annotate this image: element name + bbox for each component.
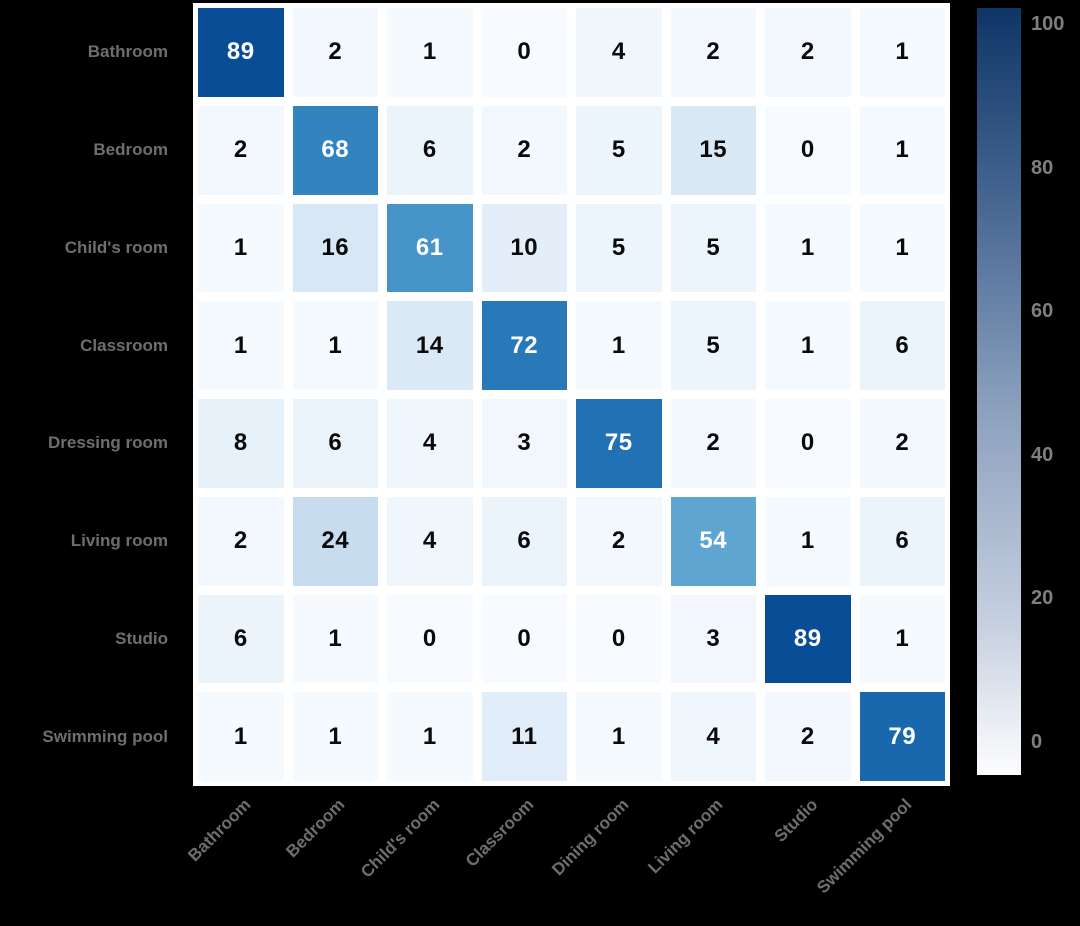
y-axis-label: Bathroom: [87, 42, 168, 62]
heatmap-cell: 5: [576, 105, 662, 195]
heatmap-cell: 89: [198, 8, 284, 97]
heatmap-cell: 6: [859, 496, 945, 586]
heatmap-cell: 1: [387, 8, 473, 97]
heatmap-cell: 68: [292, 105, 378, 195]
heatmap-cell: 0: [765, 399, 851, 488]
heatmap-cell: 1: [859, 8, 945, 97]
heatmap-cell: 6: [292, 399, 378, 488]
heatmap-cell: 1: [765, 496, 851, 586]
heatmap-cell: 1: [292, 301, 378, 390]
heatmap-cell: 1: [292, 692, 378, 781]
heatmap-cell: 2: [576, 496, 662, 586]
x-axis-label: Living room: [644, 795, 727, 878]
heatmap-cell: 1: [859, 594, 945, 684]
heatmap-cell: 4: [387, 496, 473, 586]
y-axis-label: Classroom: [80, 335, 168, 355]
heatmap-cell: 6: [387, 105, 473, 195]
colorbar-tick-label: 60: [1031, 300, 1054, 323]
heatmap-cell: 79: [859, 692, 945, 781]
heatmap-cell: 72: [481, 301, 567, 390]
heatmap-cell: 2: [198, 496, 284, 586]
heatmap-cell: 2: [198, 105, 284, 195]
heatmap-cell: 14: [387, 301, 473, 390]
y-axis-label: Studio: [115, 628, 168, 648]
colorbar-tick-label: 80: [1031, 156, 1054, 179]
y-axis-label: Dressing room: [48, 433, 168, 453]
x-axis-label: Swimming pool: [813, 795, 916, 898]
heatmap-cell: 16: [292, 203, 378, 293]
heatmap-cell: 6: [481, 496, 567, 586]
heatmap-cell: 0: [481, 594, 567, 684]
heatmap-cell: 1: [859, 203, 945, 293]
heatmap-cell: 89: [765, 594, 851, 684]
heatmap-cell: 2: [481, 105, 567, 195]
colorbar-tick-label: 100: [1031, 13, 1065, 35]
colorbar-tick-label: 20: [1031, 587, 1054, 610]
heatmap-cell: 2: [670, 8, 756, 97]
x-axis-label: Bedroom: [282, 795, 349, 862]
heatmap-cell: 2: [292, 8, 378, 97]
heatmap-cell: 1: [859, 105, 945, 195]
heatmap-cell: 3: [670, 594, 756, 684]
heatmap-cell: 0: [387, 594, 473, 684]
x-axis-label: Studio: [770, 795, 822, 846]
heatmap-cell: 1: [576, 301, 662, 390]
heatmap-cell: 24: [292, 496, 378, 586]
x-axis-label: Bathroom: [183, 795, 255, 866]
heatmap-cell: 5: [670, 301, 756, 390]
colorbar-tick-label: 40: [1031, 443, 1054, 466]
heatmap-cell: 1: [198, 692, 284, 781]
heatmap-cell: 0: [481, 8, 567, 97]
x-axis-label: Dining room: [547, 795, 633, 880]
heatmap-cell: 54: [670, 496, 756, 586]
y-axis-label: Bedroom: [93, 140, 168, 160]
heatmap-cell: 1: [198, 301, 284, 390]
x-axis-label: Child's room: [356, 795, 444, 882]
heatmap-cell: 61: [387, 203, 473, 293]
heatmap-cell: 2: [670, 399, 756, 488]
heatmap-cell: 10: [481, 203, 567, 293]
heatmap-cell: 8: [198, 399, 284, 488]
heatmap-cell: 0: [765, 105, 851, 195]
heatmap-cell: 75: [576, 399, 662, 488]
heatmap-cell: 6: [859, 301, 945, 390]
y-axis-label: Living room: [70, 531, 168, 551]
heatmap-cell: 5: [670, 203, 756, 293]
y-axis-label: Swimming pool: [42, 726, 168, 746]
heatmap-cell: 2: [859, 399, 945, 488]
heatmap-cell: 1: [765, 301, 851, 390]
heatmap-cell: 1: [292, 594, 378, 684]
heatmap-cell: 0: [576, 594, 662, 684]
heatmap-cell: 1: [576, 692, 662, 781]
y-axis-label: Child's room: [64, 237, 168, 257]
heatmap-cell: 2: [765, 8, 851, 97]
heatmap-cell: 4: [576, 8, 662, 97]
heatmap-cell: 2: [765, 692, 851, 781]
heatmap-cell: 4: [670, 692, 756, 781]
y-axis-labels: Bathroom Bedroom Child's room Classroom Dres…: [0, 3, 180, 786]
heatmap-cell: 1: [198, 203, 284, 293]
heatmap-cell: 11: [481, 692, 567, 781]
heatmap-cell: 1: [387, 692, 473, 781]
heatmap-cell: 4: [387, 399, 473, 488]
x-axis-label: Classroom: [462, 795, 538, 871]
colorbar-tick-label: 0: [1031, 731, 1043, 753]
heatmap-grid: 89 2 1 0 4 2 2 1 2 68 6 2 5 15 0 1 1 16 61 10 5 5 1 1 1 1 14 72 1 5 1 6…: [193, 3, 950, 786]
heatmap-cell: 6: [198, 594, 284, 684]
heatmap-cell: 5: [576, 203, 662, 293]
colorbar-gradient: [977, 8, 1021, 775]
heatmap-cell: 1: [765, 203, 851, 293]
heatmap-cell: 15: [670, 105, 756, 195]
heatmap-cell: 3: [481, 399, 567, 488]
